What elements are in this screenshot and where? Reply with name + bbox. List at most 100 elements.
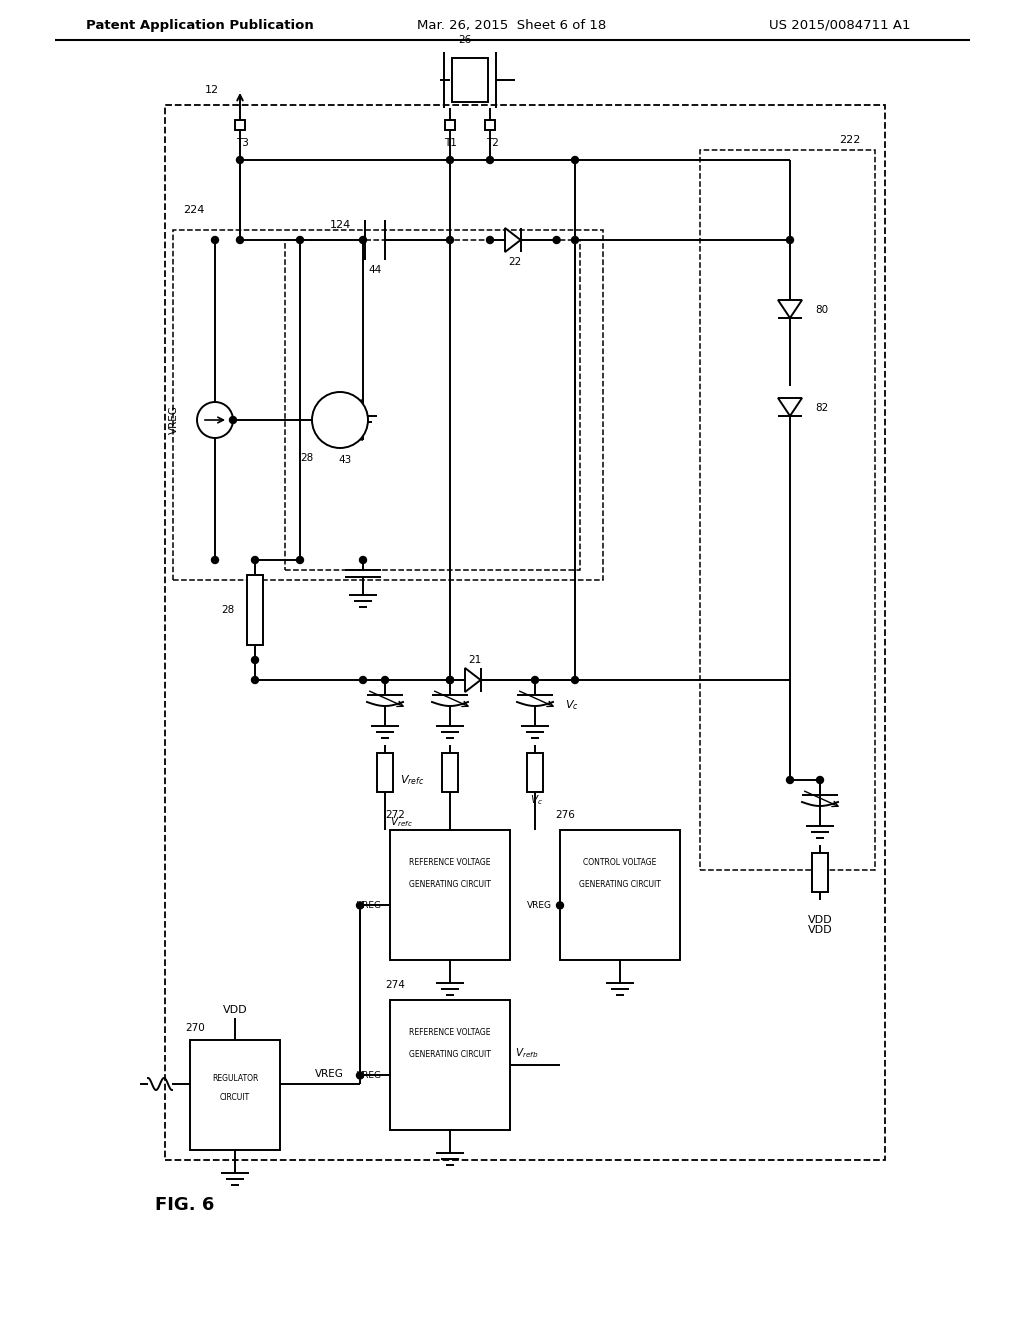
Text: $V_{refc}$: $V_{refc}$: [390, 814, 413, 829]
Text: VDD: VDD: [808, 925, 833, 935]
Circle shape: [359, 676, 367, 684]
Bar: [285, 240, 580, 570]
Bar: [390, 830, 510, 960]
Circle shape: [486, 157, 494, 164]
Circle shape: [252, 676, 258, 684]
Bar: [452, 58, 488, 102]
Bar: [173, 230, 603, 579]
Circle shape: [382, 676, 388, 684]
Bar: [700, 150, 874, 870]
Bar: [190, 1040, 280, 1150]
Text: US 2015/0084711 A1: US 2015/0084711 A1: [769, 18, 910, 32]
Text: 21: 21: [468, 655, 481, 665]
Text: 43: 43: [338, 455, 351, 465]
Circle shape: [786, 776, 794, 784]
Text: 80: 80: [815, 305, 828, 315]
Text: 44: 44: [369, 265, 382, 275]
Circle shape: [553, 236, 560, 243]
Circle shape: [446, 236, 454, 243]
Circle shape: [486, 236, 494, 243]
Text: 272: 272: [385, 810, 404, 820]
Text: VREG: VREG: [357, 1071, 382, 1080]
Bar: [445, 120, 455, 129]
Text: 82: 82: [815, 403, 828, 413]
Text: 222: 222: [839, 135, 860, 145]
Polygon shape: [778, 399, 802, 416]
Text: CIRCUIT: CIRCUIT: [220, 1093, 250, 1102]
Text: $V_{refb}$: $V_{refb}$: [515, 1045, 539, 1060]
Text: 124: 124: [330, 220, 351, 230]
Bar: [165, 106, 885, 1160]
Circle shape: [197, 403, 233, 438]
Text: GENERATING CIRCUIT: GENERATING CIRCUIT: [409, 1051, 490, 1059]
Bar: [812, 853, 828, 892]
Circle shape: [312, 392, 368, 447]
Circle shape: [212, 236, 218, 243]
Circle shape: [531, 676, 539, 684]
Text: $V_{refc}$: $V_{refc}$: [400, 774, 425, 787]
Text: CONTROL VOLTAGE: CONTROL VOLTAGE: [584, 858, 656, 867]
Polygon shape: [505, 228, 520, 252]
Text: GENERATING CIRCUIT: GENERATING CIRCUIT: [579, 880, 660, 890]
Text: REFERENCE VOLTAGE: REFERENCE VOLTAGE: [410, 858, 490, 867]
Bar: [527, 754, 543, 792]
Text: 28: 28: [222, 605, 234, 615]
Text: VDD: VDD: [808, 915, 833, 925]
Bar: [560, 830, 680, 960]
Text: VREG: VREG: [315, 1069, 344, 1078]
Text: Patent Application Publication: Patent Application Publication: [86, 18, 314, 32]
Circle shape: [571, 236, 579, 243]
Circle shape: [297, 236, 303, 243]
Polygon shape: [778, 300, 802, 318]
Circle shape: [816, 776, 823, 784]
Text: 224: 224: [183, 205, 205, 215]
Circle shape: [446, 157, 454, 164]
Circle shape: [237, 236, 244, 243]
Circle shape: [359, 236, 367, 243]
Circle shape: [252, 557, 258, 564]
Circle shape: [356, 1072, 364, 1078]
Text: T1: T1: [443, 139, 457, 148]
Text: VDD: VDD: [222, 1005, 248, 1015]
Circle shape: [297, 557, 303, 564]
Circle shape: [556, 902, 563, 909]
Bar: [247, 576, 263, 645]
Circle shape: [359, 557, 367, 564]
Text: GENERATING CIRCUIT: GENERATING CIRCUIT: [409, 880, 490, 890]
Circle shape: [229, 417, 237, 424]
Circle shape: [356, 902, 364, 909]
Text: REFERENCE VOLTAGE: REFERENCE VOLTAGE: [410, 1028, 490, 1038]
Text: 22: 22: [508, 257, 521, 267]
Text: 270: 270: [185, 1023, 205, 1034]
Text: 274: 274: [385, 979, 404, 990]
Text: 28: 28: [300, 453, 313, 463]
Bar: [442, 754, 458, 792]
Circle shape: [252, 656, 258, 664]
Bar: [390, 1001, 510, 1130]
Text: VREG: VREG: [357, 900, 382, 909]
Text: 12: 12: [205, 84, 219, 95]
Circle shape: [446, 676, 454, 684]
Text: T3: T3: [236, 139, 249, 148]
Text: $V_c$: $V_c$: [565, 698, 579, 711]
Bar: [377, 754, 393, 792]
Circle shape: [212, 557, 218, 564]
Circle shape: [571, 676, 579, 684]
Circle shape: [786, 236, 794, 243]
Text: 26: 26: [459, 36, 472, 45]
Text: Mar. 26, 2015  Sheet 6 of 18: Mar. 26, 2015 Sheet 6 of 18: [418, 18, 606, 32]
Text: FIG. 6: FIG. 6: [155, 1196, 214, 1214]
Text: T2: T2: [485, 139, 499, 148]
Circle shape: [237, 157, 244, 164]
Text: 276: 276: [555, 810, 574, 820]
Text: VREG: VREG: [527, 900, 552, 909]
Text: VREG: VREG: [169, 405, 179, 434]
Text: REGULATOR: REGULATOR: [212, 1074, 258, 1082]
Bar: [485, 120, 495, 129]
Text: $V_c$: $V_c$: [530, 793, 543, 807]
Circle shape: [571, 157, 579, 164]
Circle shape: [446, 676, 454, 684]
Bar: [812, 853, 828, 892]
Polygon shape: [465, 668, 480, 692]
Bar: [234, 120, 245, 129]
